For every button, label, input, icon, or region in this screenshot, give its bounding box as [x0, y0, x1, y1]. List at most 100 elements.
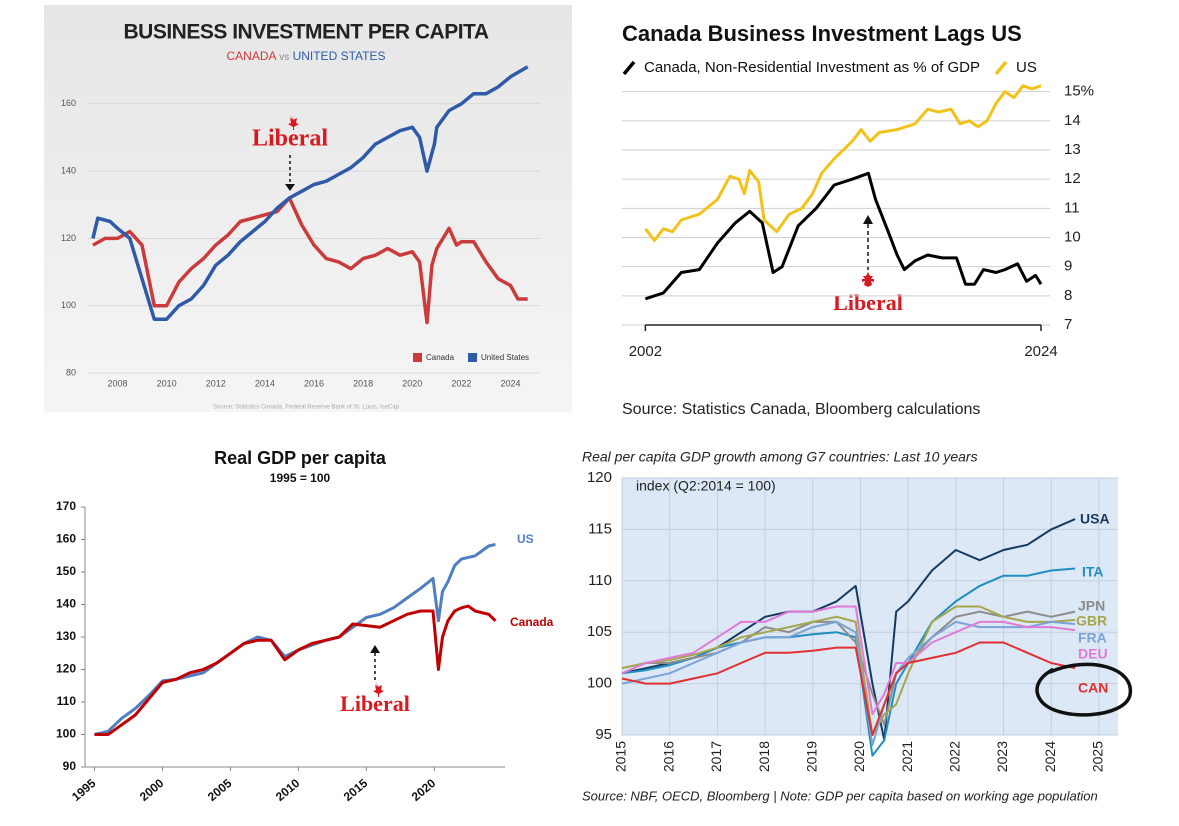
series-label: Canada	[510, 615, 554, 629]
x-tick-label: 2021	[899, 741, 915, 772]
y-tick-label: 9	[1064, 258, 1072, 275]
y-tick-label: 160	[61, 98, 76, 108]
subtitle-part: CANADA	[227, 49, 277, 63]
series-label: ITA	[1082, 564, 1104, 580]
y-tick-label: 100	[56, 727, 76, 741]
x-tick-label: 2015	[341, 776, 371, 804]
chart-subtitle: 1995 = 100	[270, 471, 331, 485]
series-label: US	[517, 532, 534, 546]
y-tick-label: 10	[1064, 228, 1081, 245]
source: Source: NBF, OECD, Bloomberg | Note: GDP…	[582, 788, 1098, 803]
y-tick-label: 15%	[1064, 83, 1094, 100]
x-tick-label: 2018	[756, 741, 772, 772]
x-tick-label: 2018	[353, 378, 373, 388]
y-tick-label: 90	[63, 759, 77, 773]
chart-title: Canada Business Investment Lags US	[622, 21, 1022, 46]
chart: 95 100 105 110 115 120 2015 2016 2017 2018 2019 202…	[587, 469, 1118, 772]
legend-swatch	[413, 353, 422, 362]
y-tick-label: 100	[61, 300, 76, 310]
y-tick-label: 110	[588, 572, 612, 589]
series-label: DEU	[1078, 646, 1108, 662]
x-tick-label: 2024	[501, 378, 521, 388]
y-tick-label: 160	[56, 532, 76, 546]
x-tick-label: 2017	[708, 741, 724, 772]
x-tick-label: 2016	[660, 741, 676, 772]
series-line	[644, 171, 1043, 301]
x-tick-label: 2020	[402, 378, 422, 388]
legend-swatch	[622, 60, 636, 76]
source: Source: Statistics Canada, Federal Reser…	[213, 405, 400, 411]
series-line	[92, 196, 528, 325]
x-tick-label: 2008	[107, 378, 127, 388]
series-line	[91, 65, 529, 321]
annotation: Liberal	[833, 290, 903, 315]
panel-background	[44, 5, 572, 412]
maple-leaf	[862, 272, 874, 287]
maple-leaf	[288, 115, 299, 130]
y-tick-label: 115	[588, 520, 612, 537]
x-tick-label: 2002	[629, 343, 662, 360]
y-tick-label: 14	[1064, 112, 1081, 129]
y-tick-label: 95	[595, 726, 612, 743]
series-line	[644, 84, 1042, 242]
series-label: USA	[1080, 511, 1110, 527]
hand-drawn-circle	[1035, 662, 1132, 717]
y-tick-label: 120	[61, 233, 76, 243]
y-tick-label: 8	[1064, 287, 1072, 304]
y-tick-label: 12	[1064, 170, 1081, 187]
x-tick-label: 2020	[851, 741, 867, 772]
x-tick-label: 2010	[273, 776, 303, 804]
x-tick-label: 2020	[409, 776, 439, 804]
legend-label: Canada	[426, 353, 455, 362]
arrow-head	[370, 645, 380, 653]
chart-title: Real per capita GDP growth among G7 coun…	[582, 449, 978, 465]
y-tick-label: 120	[56, 662, 76, 676]
x-tick-label: 2010	[157, 378, 177, 388]
chart: 90 100 110 120 130 140 150 160 170 1995 2000 2005 20…	[56, 499, 554, 804]
series-line	[621, 605, 1076, 716]
subtitle-part: vs	[279, 52, 289, 63]
y-tick-label: 140	[56, 597, 76, 611]
series-label: FRA	[1078, 630, 1107, 646]
y-tick-label: 100	[587, 675, 612, 692]
x-tick-label: 2023	[994, 741, 1010, 772]
y-tick-label: 105	[587, 623, 612, 640]
y-tick-label: 80	[66, 367, 76, 377]
legend-swatch	[468, 353, 478, 362]
annotation: Liberal	[252, 126, 328, 152]
legend-label: US	[1016, 59, 1037, 76]
chart-title: Real GDP per capita	[214, 448, 387, 468]
plot-background	[622, 478, 1118, 735]
y-tick-label: 140	[61, 165, 76, 175]
series-line	[621, 605, 1076, 736]
x-tick-label: 2014	[255, 378, 275, 388]
y-tick-label: 150	[56, 564, 76, 578]
legend-label: United States	[481, 353, 529, 362]
legend-swatch	[994, 60, 1008, 76]
series-label: GBR	[1076, 613, 1107, 629]
series-label: CAN	[1078, 680, 1108, 696]
x-tick-label: 2022	[947, 741, 963, 772]
chart-title: BUSINESS INVESTMENT PER CAPITA	[124, 21, 489, 44]
series-line	[621, 641, 1076, 736]
series-line	[621, 610, 1076, 726]
x-tick-label: 2015	[613, 741, 629, 772]
x-tick-label: 2024	[1042, 741, 1058, 772]
x-tick-label: 2005	[205, 776, 235, 804]
chart-subtitle: CANADA vs UNITED STATES	[227, 49, 386, 63]
y-tick-label: 110	[57, 694, 77, 708]
y-tick-label: 170	[56, 499, 76, 513]
arrow-head	[863, 215, 873, 224]
y-tick-label: 11	[1064, 199, 1080, 216]
y-tick-label: 7	[1064, 316, 1072, 333]
legend-label: Canada, Non-Residential Investment as % …	[644, 59, 980, 76]
series-label: JPN	[1078, 598, 1105, 614]
x-tick-label: 2024	[1024, 343, 1057, 360]
arrow-head	[285, 184, 295, 191]
x-tick-label: 1995	[69, 776, 99, 804]
y-tick-label: 13	[1064, 141, 1081, 158]
x-tick-label: 2012	[206, 378, 226, 388]
y-tick-label: 130	[56, 629, 76, 643]
chart: 7 8 9 10 11 12 13 14 15% 2002 2024 Canada, Non-Resi…	[622, 59, 1094, 360]
